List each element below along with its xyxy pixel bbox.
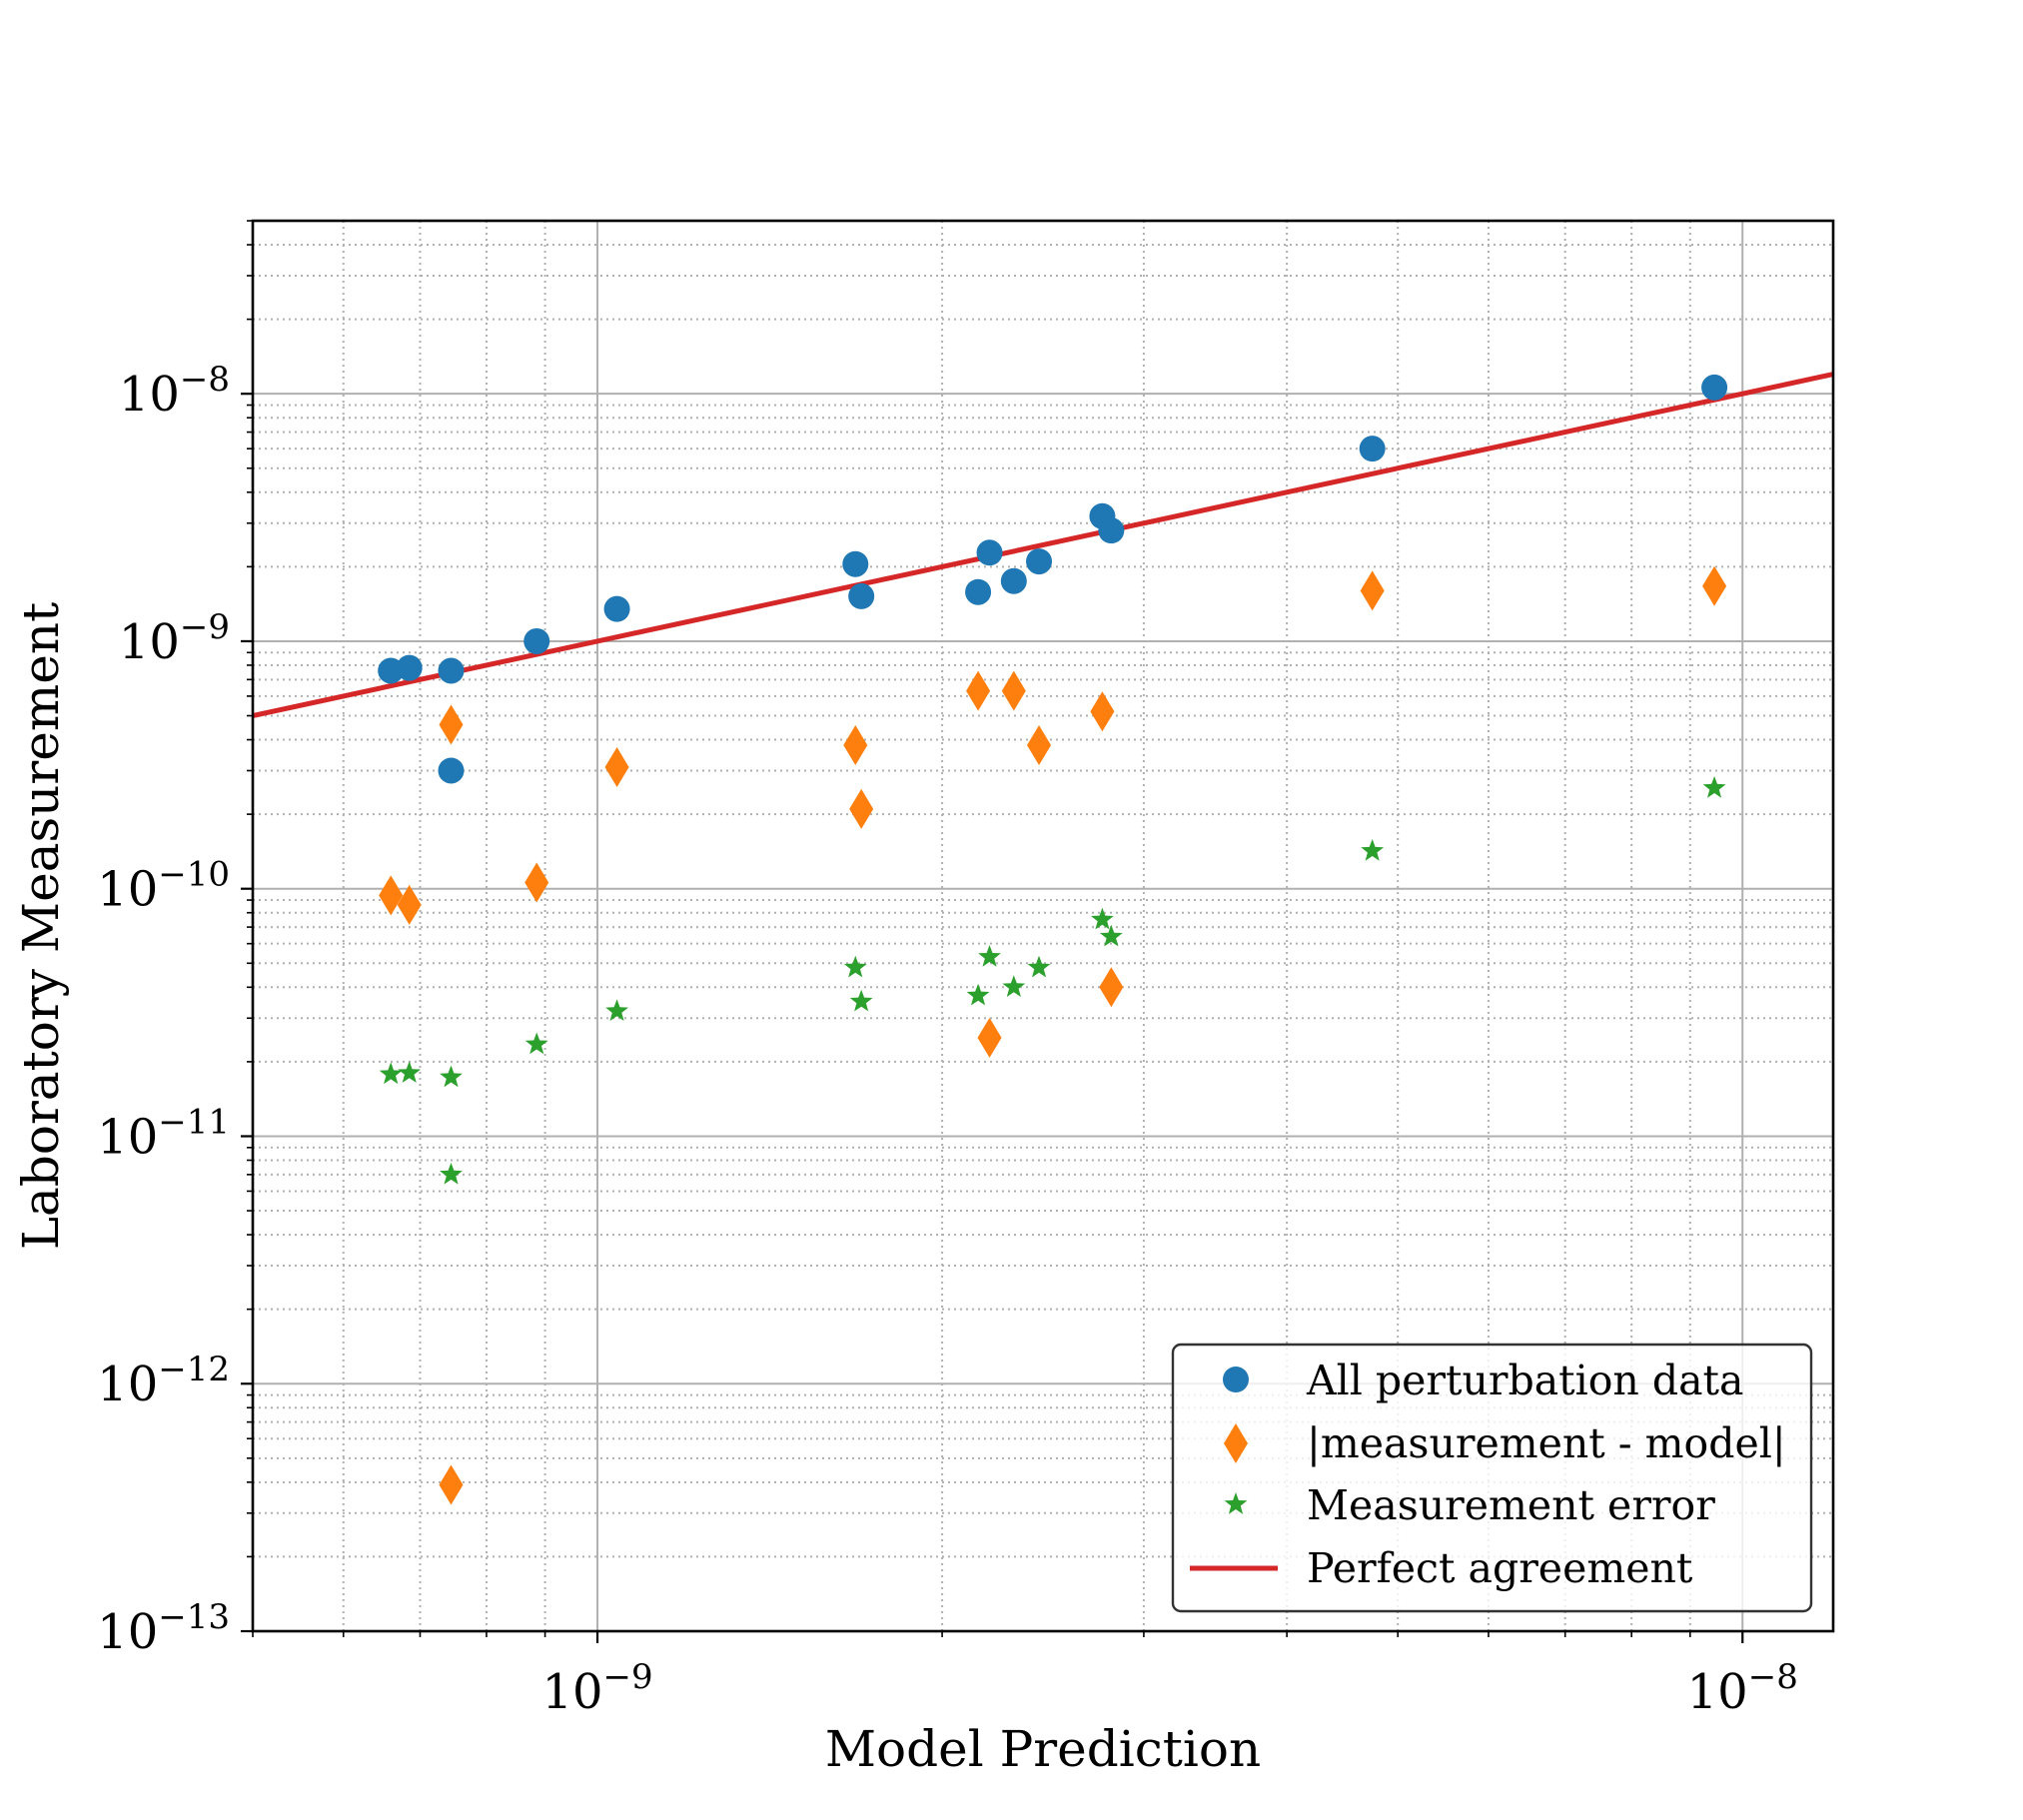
- y-axis-title: Laboratory Measurement: [12, 602, 70, 1250]
- data-point-circle: [438, 657, 465, 684]
- data-point-star: [1002, 975, 1026, 997]
- data-point-star: [379, 1062, 403, 1085]
- legend-label: |measurement - model|: [1307, 1419, 1786, 1467]
- data-point-star: [966, 983, 990, 1006]
- data-point-circle: [976, 539, 1003, 566]
- data-point-star: [1361, 839, 1385, 861]
- data-point-diamond: [439, 704, 464, 745]
- legend-circle-marker: [1223, 1366, 1249, 1392]
- data-point-diamond: [1099, 967, 1124, 1008]
- data-point-circle: [1359, 436, 1386, 462]
- data-point-diamond: [1702, 565, 1727, 606]
- legend-item-measurement-error: Measurement error: [1224, 1481, 1715, 1529]
- data-point-diamond: [1027, 725, 1052, 766]
- data-point-diamond: [397, 884, 422, 925]
- data-point-star: [1702, 776, 1726, 798]
- y-tick-label: 10−11: [97, 1102, 230, 1165]
- data-point-circle: [965, 578, 992, 605]
- data-point-star: [398, 1061, 422, 1083]
- legend-item-measurement-model: |measurement - model|: [1224, 1419, 1786, 1467]
- data-points: [378, 374, 1728, 1505]
- y-tick-label: 10−10: [97, 855, 230, 918]
- data-point-circle: [438, 757, 465, 784]
- data-point-circle: [1026, 548, 1053, 575]
- y-tick-label: 10−8: [119, 360, 230, 423]
- legend-frame: [1171, 1343, 1813, 1613]
- data-point-star: [1091, 907, 1114, 930]
- data-point-circle: [396, 654, 423, 681]
- data-point-circle: [1098, 517, 1125, 544]
- legend-item-perfect-agreement: Perfect agreement: [1190, 1544, 1693, 1592]
- x-tick-label: 10−8: [1687, 1657, 1798, 1720]
- y-tick-label: 10−9: [119, 607, 230, 670]
- data-point-circle: [523, 627, 550, 654]
- legend-diamond-marker: [1224, 1423, 1248, 1463]
- data-point-diamond: [977, 1017, 1002, 1058]
- data-point-diamond: [379, 875, 404, 916]
- data-point-diamond: [843, 725, 868, 766]
- data-point-circle: [842, 550, 869, 577]
- legend-item-all-perturbation-data: All perturbation data: [1223, 1357, 1743, 1404]
- data-point-star: [1027, 955, 1051, 978]
- data-point-diamond: [604, 746, 629, 787]
- data-point-star: [440, 1065, 463, 1088]
- y-tick-label: 10−13: [97, 1597, 230, 1660]
- legend-label: Perfect agreement: [1307, 1544, 1693, 1592]
- legend-star-marker: [1224, 1492, 1248, 1514]
- data-point-diamond: [1001, 670, 1026, 711]
- plot-frame: [251, 219, 1835, 1633]
- data-point-circle: [848, 582, 875, 609]
- x-axis-title: Model Prediction: [825, 1720, 1261, 1778]
- data-point-diamond: [966, 670, 991, 711]
- data-point-star: [605, 999, 628, 1021]
- legend-label: Measurement error: [1307, 1481, 1715, 1529]
- data-point-circle: [603, 595, 630, 622]
- data-point-circle: [1701, 374, 1728, 401]
- data-point-diamond: [1360, 570, 1385, 611]
- reference-line-layer: [253, 372, 1833, 718]
- perfect-agreement-line: [253, 372, 1833, 718]
- data-point-star: [1099, 924, 1123, 947]
- data-point-star: [849, 989, 873, 1012]
- axis-tick-labels: 10−9 10−8 10−8 10−9 10−10 10−11 10−12 10−13: [97, 360, 1798, 1720]
- data-point-diamond: [439, 1464, 464, 1505]
- data-point-star: [524, 1032, 548, 1055]
- axis-ticks: [241, 220, 1744, 1643]
- y-tick-label: 10−12: [97, 1350, 230, 1412]
- legend: All perturbation data |measurement - mod…: [1171, 1343, 1813, 1613]
- data-point-diamond: [849, 788, 874, 829]
- legend-label: All perturbation data: [1306, 1357, 1743, 1404]
- data-point-star: [978, 945, 1001, 967]
- data-point-diamond: [1090, 691, 1115, 732]
- data-point-star: [440, 1162, 463, 1185]
- data-point-star: [843, 955, 867, 978]
- data-point-diamond: [524, 862, 549, 903]
- data-point-circle: [1000, 567, 1027, 594]
- x-tick-label: 10−9: [541, 1657, 652, 1720]
